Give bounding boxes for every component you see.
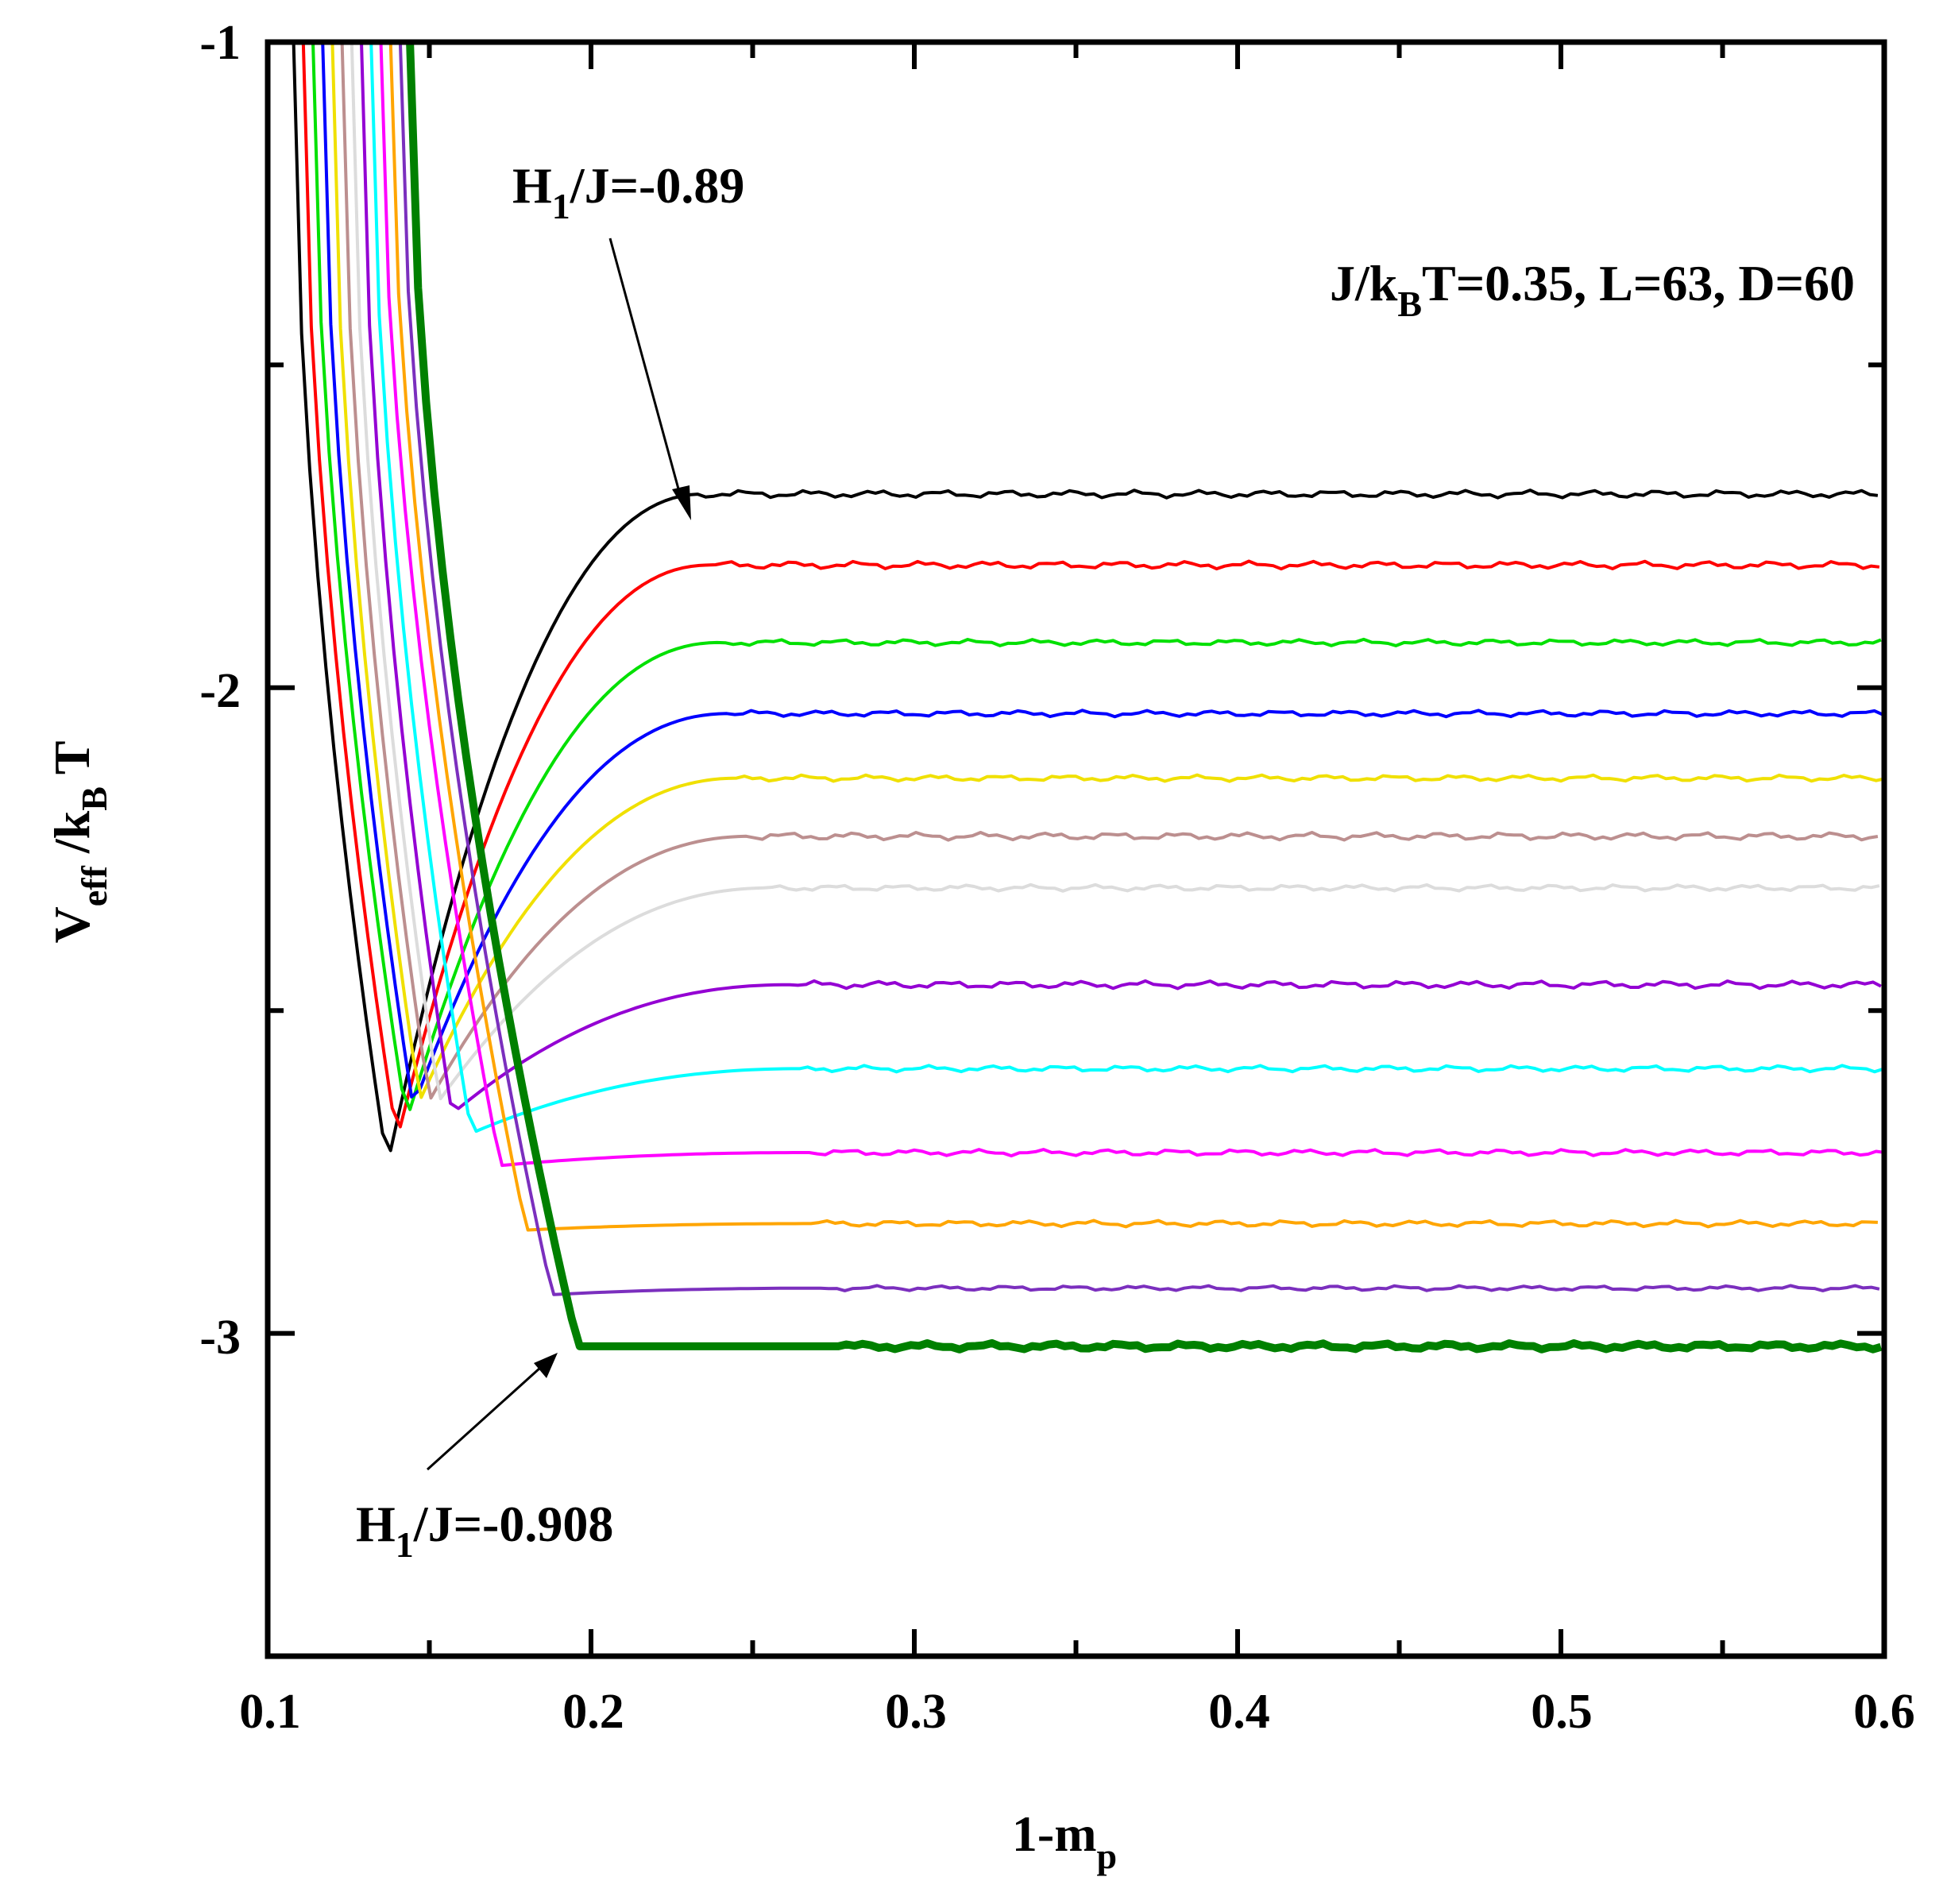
series-line-5 bbox=[330, 41, 1885, 1099]
x-tick-label: 0.5 bbox=[1531, 1685, 1593, 1739]
y-tick-label: -3 bbox=[199, 1311, 241, 1365]
x-tick-label: 0.6 bbox=[1853, 1685, 1915, 1739]
series-line-9 bbox=[369, 41, 1883, 1134]
x-tick-label: 0.3 bbox=[885, 1685, 947, 1739]
ticks-layer bbox=[265, 40, 1887, 1659]
series-line-6 bbox=[340, 41, 1879, 1100]
series-line-8 bbox=[360, 41, 1882, 1110]
arrow-bottom bbox=[426, 1353, 558, 1471]
series-line-2 bbox=[301, 41, 1880, 1129]
series-line-3 bbox=[311, 41, 1882, 1111]
y-tick-label: -2 bbox=[199, 664, 241, 718]
x-tick-label: 0.1 bbox=[239, 1685, 301, 1739]
annotation-params: J/kBT=0.35, L=63, D=60 bbox=[1330, 255, 1855, 324]
x-axis-title: 1-mp bbox=[1012, 1806, 1117, 1876]
series-line-1 bbox=[292, 41, 1879, 1153]
annotation-top: H1/J=-0.89 bbox=[512, 157, 744, 226]
y-tick-label: -1 bbox=[199, 16, 241, 70]
y-axis-title: Veff /kB T bbox=[44, 741, 114, 944]
series-line-10 bbox=[379, 41, 1885, 1168]
series-line-11 bbox=[388, 41, 1878, 1232]
series-line-13 bbox=[406, 41, 1883, 1354]
series-line-12 bbox=[398, 41, 1880, 1296]
series-line-7 bbox=[350, 41, 1880, 1101]
series-line-4 bbox=[321, 41, 1883, 1099]
x-tick-label: 0.2 bbox=[562, 1685, 624, 1739]
x-tick-label: 0.4 bbox=[1208, 1685, 1270, 1739]
arrow-top bbox=[608, 238, 691, 520]
series-layer bbox=[292, 41, 1885, 1354]
annotation-bottom: H1/J=-0.908 bbox=[356, 1496, 613, 1565]
